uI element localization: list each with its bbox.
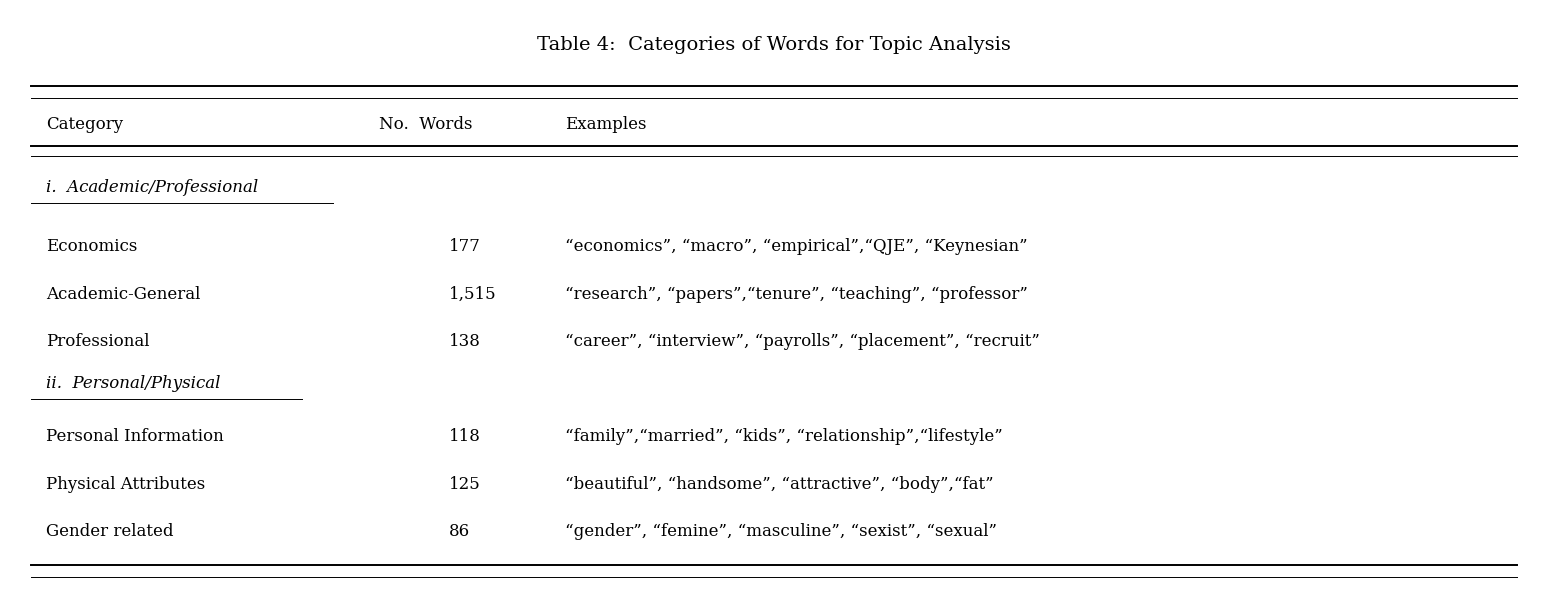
Text: i.  Academic/Professional: i. Academic/Professional — [46, 179, 259, 195]
Text: ii.  Personal/Physical: ii. Personal/Physical — [46, 375, 221, 391]
Text: 125: 125 — [449, 476, 481, 492]
Text: “career”, “interview”, “payrolls”, “placement”, “recruit”: “career”, “interview”, “payrolls”, “plac… — [565, 333, 1040, 350]
Text: Gender related: Gender related — [46, 523, 173, 540]
Text: Academic-General: Academic-General — [46, 286, 201, 302]
Text: 138: 138 — [449, 333, 481, 350]
Text: Table 4:  Categories of Words for Topic Analysis: Table 4: Categories of Words for Topic A… — [537, 36, 1011, 53]
Text: Economics: Economics — [46, 238, 138, 255]
Text: “research”, “papers”,“tenure”, “teaching”, “professor”: “research”, “papers”,“tenure”, “teaching… — [565, 286, 1028, 302]
Text: “beautiful”, “handsome”, “attractive”, “body”,“fat”: “beautiful”, “handsome”, “attractive”, “… — [565, 476, 994, 492]
Text: 177: 177 — [449, 238, 481, 255]
Text: Professional: Professional — [46, 333, 150, 350]
Text: 118: 118 — [449, 428, 481, 445]
Text: Personal Information: Personal Information — [46, 428, 224, 445]
Text: Examples: Examples — [565, 116, 647, 133]
Text: Physical Attributes: Physical Attributes — [46, 476, 206, 492]
Text: “economics”, “macro”, “empirical”,“QJE”, “Keynesian”: “economics”, “macro”, “empirical”,“QJE”,… — [565, 238, 1028, 255]
Text: Category: Category — [46, 116, 124, 133]
Text: 1,515: 1,515 — [449, 286, 497, 302]
Text: “gender”, “femine”, “masculine”, “sexist”, “sexual”: “gender”, “femine”, “masculine”, “sexist… — [565, 523, 997, 540]
Text: 86: 86 — [449, 523, 471, 540]
Text: “family”,“married”, “kids”, “relationship”,“lifestyle”: “family”,“married”, “kids”, “relationshi… — [565, 428, 1003, 445]
Text: No.  Words: No. Words — [379, 116, 472, 133]
